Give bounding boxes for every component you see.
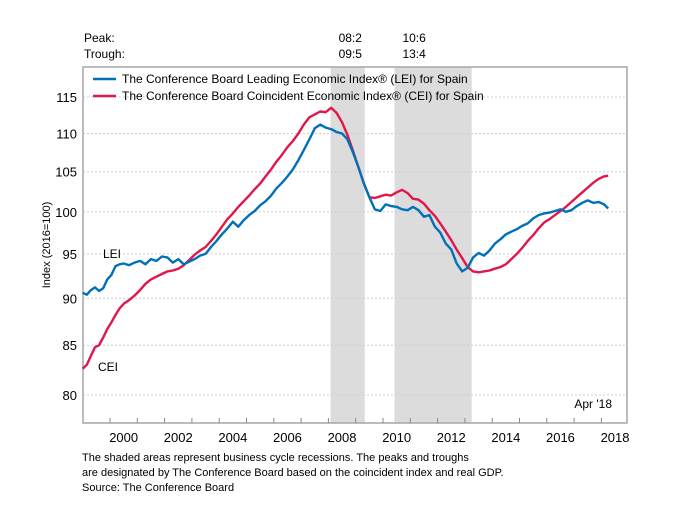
footnote-line-1: The shaded areas represent business cycl… (82, 452, 469, 464)
x-tick-label: 2008 (328, 430, 357, 445)
y-tick-label: 115 (56, 90, 77, 105)
x-tick-label: 2000 (109, 430, 138, 445)
x-tick-label: 2018 (601, 430, 630, 445)
recession-band (394, 67, 472, 423)
recession-band (330, 67, 365, 423)
y-tick-label: 95 (63, 247, 77, 262)
last-date-annotation: Apr '18 (574, 397, 612, 411)
y-tick-label: 110 (56, 127, 77, 142)
recession-trough-label: 09:5 (339, 47, 363, 61)
legend: The Conference Board Leading Economic In… (93, 72, 484, 103)
x-tick-label: 2002 (164, 430, 193, 445)
x-tick-label: 2006 (273, 430, 302, 445)
recession-trough-label: 13:4 (402, 47, 426, 61)
y-axis-label: Index (2016=100) (41, 202, 53, 289)
legend-label-cei: The Conference Board Coincident Economic… (122, 89, 484, 103)
y-tick-label: 80 (63, 388, 77, 403)
recession-peak-label: 10:6 (402, 31, 426, 45)
series-line-lei (82, 123, 610, 296)
trough-header: Trough: (84, 47, 125, 61)
x-tick-label: 2014 (491, 430, 520, 445)
x-tick-label: 2010 (382, 430, 411, 445)
y-tick-label: 90 (63, 291, 77, 306)
footnote-line-2: are designated by The Conference Board b… (82, 467, 504, 479)
y-tick-label: 105 (55, 165, 77, 180)
series-line-cei (81, 106, 609, 370)
lei-annotation: LEI (103, 247, 121, 261)
x-tick-label: 2016 (546, 430, 575, 445)
legend-label-lei: The Conference Board Leading Economic In… (122, 72, 468, 86)
plot-frame (82, 66, 628, 424)
recession-peak-label: 08:2 (339, 31, 363, 45)
y-tick-label: 100 (55, 205, 77, 220)
cei-annotation: CEI (98, 360, 118, 374)
footnote-source: Source: The Conference Board (82, 482, 235, 494)
y-tick-label: 85 (63, 338, 77, 353)
x-tick-label: 2012 (437, 430, 466, 445)
peak-header: Peak: (84, 31, 115, 45)
x-tick-label: 2004 (218, 430, 247, 445)
